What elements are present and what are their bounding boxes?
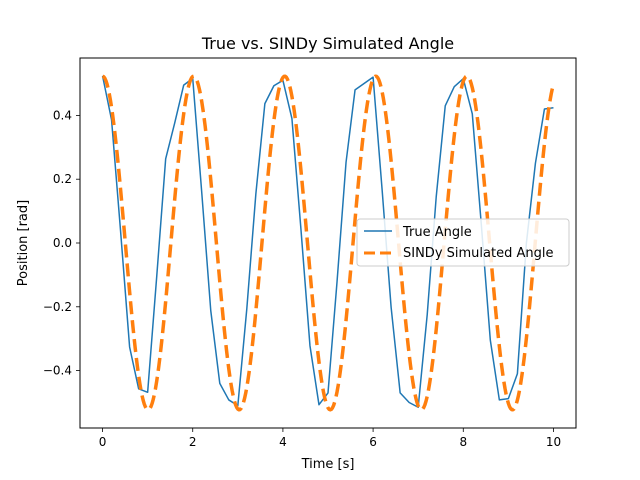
series-layer <box>101 74 556 412</box>
x-axis: 0 2 4 6 8 10 <box>99 428 561 449</box>
y-tick-label: 0.4 <box>53 108 72 122</box>
legend: True Angle SINDy Simulated Angle <box>356 218 570 267</box>
y-tick-label: 0.0 <box>53 236 72 250</box>
chart-title: True vs. SINDy Simulated Angle <box>201 34 454 53</box>
x-axis-label: Time [s] <box>301 457 355 472</box>
y-axis: −0.4 −0.2 0.0 0.2 0.4 <box>43 108 80 378</box>
x-tick-label: 8 <box>459 435 467 449</box>
y-tick-label: −0.4 <box>43 364 72 378</box>
x-tick-label: 6 <box>369 435 377 449</box>
series-line-true-angle <box>101 75 554 409</box>
y-tick-label: 0.2 <box>53 172 72 186</box>
y-tick-label: −0.2 <box>43 300 72 314</box>
legend-label-true-angle: True Angle <box>402 225 472 240</box>
x-tick-label: 0 <box>99 435 107 449</box>
x-tick-label: 4 <box>279 435 287 449</box>
y-axis-label: Position [rad] <box>16 200 31 286</box>
series-line-sindy-simulated-angle <box>101 74 556 412</box>
plot-area <box>101 74 556 412</box>
x-tick-label: 2 <box>189 435 197 449</box>
legend-label-sindy: SINDy Simulated Angle <box>403 246 553 261</box>
legend-box <box>356 218 570 267</box>
x-tick-label: 10 <box>546 435 561 449</box>
